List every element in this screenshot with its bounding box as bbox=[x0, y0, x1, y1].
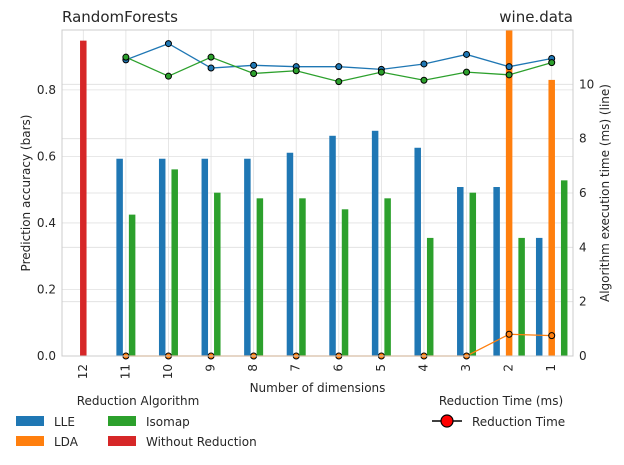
bar-lle bbox=[329, 135, 336, 356]
point-lle bbox=[250, 61, 258, 69]
legend-label-lle: LLE bbox=[54, 415, 75, 429]
legend-title: Reduction Time (ms) bbox=[439, 394, 563, 408]
bar-lle bbox=[535, 237, 543, 356]
legend-swatch-lle bbox=[16, 416, 44, 426]
point-lle bbox=[420, 60, 428, 68]
x-tick-label: 11 bbox=[118, 364, 132, 379]
bar-lle bbox=[158, 158, 166, 356]
bar-lle bbox=[201, 158, 209, 356]
chart-title-right: wine.data bbox=[499, 8, 573, 26]
y-tick-label-left: 0.0 bbox=[37, 349, 56, 363]
bar-lle bbox=[116, 158, 123, 356]
y-tick-label-left: 0.2 bbox=[37, 282, 56, 296]
point-isomap bbox=[420, 76, 428, 84]
bar-without-reduction bbox=[80, 40, 87, 356]
y-tick-label-right: 10 bbox=[579, 77, 594, 91]
bar-isomap bbox=[128, 214, 136, 356]
legend-label-lda: LDA bbox=[54, 435, 79, 449]
x-tick-label: 3 bbox=[459, 364, 473, 372]
x-tick-label: 8 bbox=[246, 364, 260, 372]
point-lle bbox=[463, 50, 471, 58]
legend-swatch-isomap bbox=[108, 416, 136, 426]
x-tick-label: 2 bbox=[502, 364, 516, 372]
bar-lda bbox=[505, 30, 513, 356]
legend-swatch-lda bbox=[16, 436, 44, 446]
y-ticks-right: 0 2 4 6 8 10 bbox=[579, 77, 594, 363]
x-tick-label: 7 bbox=[289, 364, 303, 372]
legend-reduction-algorithm: Reduction Algorithm LLE Isomap LDA Without … bbox=[16, 394, 257, 449]
y-tick-label-left: 0.6 bbox=[37, 149, 56, 163]
x-tick-label: 1 bbox=[544, 364, 558, 372]
point-isomap bbox=[548, 59, 556, 67]
point-lle bbox=[207, 64, 215, 72]
point-isomap bbox=[292, 67, 300, 75]
x-tick-label: 12 bbox=[76, 364, 90, 379]
legend-label-isomap: Isomap bbox=[146, 415, 190, 429]
point-lle bbox=[505, 63, 513, 71]
point-isomap bbox=[207, 53, 215, 61]
bar-isomap bbox=[426, 237, 434, 356]
y-tick-label-right: 4 bbox=[579, 240, 587, 254]
x-axis-label: Number of dimensions bbox=[250, 381, 386, 395]
point-lle bbox=[164, 40, 172, 48]
bar-isomap bbox=[341, 209, 349, 356]
point-isomap bbox=[164, 72, 172, 80]
y-tick-label-left: 0.8 bbox=[37, 83, 56, 97]
plot-frame bbox=[61, 29, 574, 357]
bar-isomap bbox=[384, 198, 391, 356]
y-tick-label-right: 8 bbox=[579, 132, 587, 146]
x-tick-label: 5 bbox=[374, 364, 388, 372]
point-isomap bbox=[505, 71, 513, 79]
point-isomap bbox=[250, 69, 258, 77]
bar-isomap bbox=[299, 198, 306, 356]
legend-reduction-time: Reduction Time (ms) Reduction Time bbox=[432, 394, 565, 429]
bar-isomap bbox=[214, 192, 221, 356]
y-tick-label-right: 2 bbox=[579, 295, 587, 309]
bar-lle bbox=[371, 130, 379, 356]
bar-lda bbox=[548, 79, 555, 357]
bar-lle bbox=[493, 187, 500, 356]
point-isomap bbox=[377, 68, 385, 76]
bar-isomap bbox=[518, 237, 525, 356]
bar-lle bbox=[244, 158, 251, 356]
y-tick-label-left: 0.4 bbox=[37, 216, 56, 230]
bar-isomap bbox=[256, 198, 264, 356]
point-lle bbox=[335, 63, 343, 71]
x-tick-label: 9 bbox=[204, 364, 218, 372]
y-axis-label-right: Algorithm execution time (ms) (line) bbox=[598, 84, 612, 302]
point-isomap bbox=[335, 78, 343, 86]
x-tick-label: 10 bbox=[161, 364, 175, 379]
bar-lle bbox=[414, 147, 421, 356]
legend-label: Reduction Time bbox=[472, 415, 565, 429]
x-tick-label: 4 bbox=[416, 364, 430, 372]
legend-title: Reduction Algorithm bbox=[77, 394, 200, 408]
point-lda bbox=[505, 330, 513, 338]
bars bbox=[80, 30, 568, 357]
bar-isomap bbox=[560, 180, 568, 356]
y-tick-label-right: 6 bbox=[579, 186, 587, 200]
point-lda bbox=[548, 332, 556, 340]
point-isomap bbox=[463, 68, 471, 76]
chart-title-left: RandomForests bbox=[62, 8, 178, 26]
bar-isomap bbox=[171, 169, 178, 356]
point-isomap bbox=[122, 53, 130, 61]
y-tick-label-right: 0 bbox=[579, 349, 587, 363]
x-tick-label: 6 bbox=[331, 364, 345, 372]
legend-swatch-without-reduction bbox=[108, 436, 136, 446]
bar-lle bbox=[457, 187, 464, 356]
x-ticks: 12 11 10 9 8 7 6 5 4 3 2 1 bbox=[76, 364, 558, 379]
y-ticks-left: 0.0 0.2 0.4 0.6 0.8 bbox=[37, 83, 56, 363]
legend-marker-swatch bbox=[440, 414, 454, 428]
y-axis-label-left: Prediction accuracy (bars) bbox=[19, 115, 33, 272]
bar-isomap bbox=[469, 192, 477, 356]
bar-lle bbox=[286, 152, 294, 356]
legend-label-without-reduction: Without Reduction bbox=[146, 435, 257, 449]
